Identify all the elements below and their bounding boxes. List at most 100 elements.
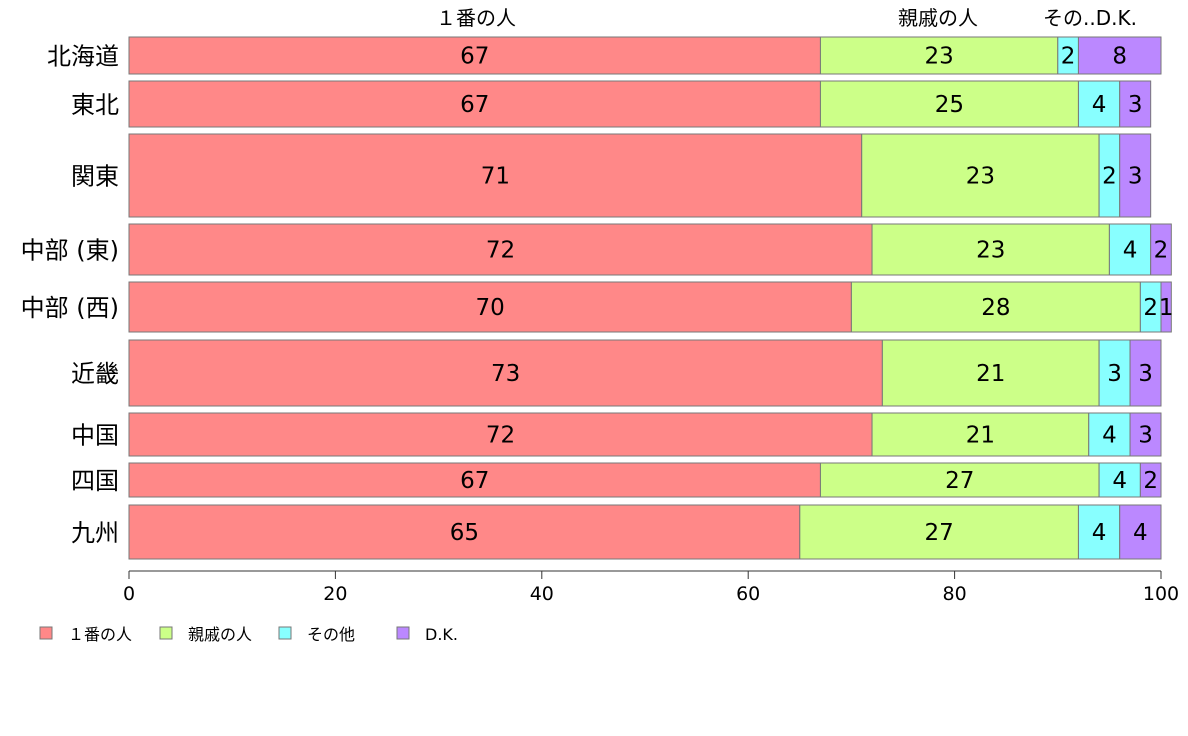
column-header: １番の人 [436, 6, 516, 30]
bar-value-label: 4 [1133, 520, 1148, 546]
bar-value-label: 21 [976, 361, 1005, 387]
bar-segment [1108, 223, 1152, 276]
bar-value-label: 21 [966, 423, 995, 449]
bar-value-label: 3 [1128, 164, 1143, 190]
bar-segment [819, 462, 1100, 498]
bar-segment [128, 133, 863, 218]
bar-segment [1119, 80, 1152, 128]
legend-label: D.K. [425, 625, 458, 644]
bar-value-label: 4 [1092, 92, 1107, 118]
category-label: 中部 (西) [21, 294, 119, 322]
legend: １番の人 親戚の人 その他 D.K. [39, 625, 458, 644]
bar-segment [1077, 504, 1121, 560]
legend-label: 親戚の人 [188, 625, 252, 644]
bar-value-label: 73 [491, 361, 520, 387]
x-tick-label: 40 [530, 583, 554, 605]
legend-swatch [39, 626, 53, 640]
bar-segment [128, 223, 873, 276]
bar-value-label: 4 [1102, 423, 1117, 449]
bar-segment [128, 281, 852, 333]
bar-value-label: 8 [1112, 44, 1127, 70]
bar-value-label: 3 [1128, 92, 1143, 118]
category-label: 九州 [71, 519, 119, 547]
x-tick-label: 0 [123, 583, 135, 605]
bar-segment [819, 36, 1059, 75]
bar-value-label: 67 [460, 44, 489, 70]
x-axis: 0 20 40 60 80 100 [123, 570, 1179, 605]
x-tick-label: 80 [943, 583, 967, 605]
x-tick-label: 100 [1143, 583, 1179, 605]
legend-swatch [396, 626, 410, 640]
bar-value-label: 71 [481, 164, 510, 190]
bar-value-label: 2 [1154, 238, 1169, 264]
bar-segment [1119, 133, 1152, 218]
bar-value-label: 1 [1159, 295, 1174, 321]
bar-value-label: 65 [450, 520, 479, 546]
bar-value-label: 27 [924, 520, 953, 546]
bar-segment [1098, 462, 1141, 498]
bar-segment [861, 133, 1100, 218]
column-headers: １番の人 親戚の人 その..D.K. [436, 6, 1137, 30]
legend-swatch [159, 626, 173, 640]
bar-value-label: 67 [460, 92, 489, 118]
bar-value-label: 23 [966, 164, 995, 190]
bar-segment [1129, 339, 1162, 407]
bar-value-label: 3 [1107, 361, 1122, 387]
bar-value-label: 72 [486, 238, 515, 264]
bar-segment [128, 504, 801, 560]
bar-value-label: 23 [924, 44, 953, 70]
category-label: 中部 (東) [21, 237, 119, 265]
bar-value-label: 25 [935, 92, 964, 118]
legend-label: １番の人 [68, 625, 132, 644]
bar-segment [128, 412, 873, 457]
column-header: その..D.K. [1043, 6, 1137, 30]
column-header: 親戚の人 [898, 6, 978, 30]
bar-segment [850, 281, 1141, 333]
bar-segment [799, 504, 1079, 560]
x-tick-label: 60 [736, 583, 760, 605]
bar-value-label: 3 [1138, 423, 1153, 449]
bar-value-label: 3 [1138, 361, 1153, 387]
bar-segment [128, 462, 821, 498]
bar-value-label: 4 [1123, 238, 1138, 264]
bar-segment [1077, 80, 1121, 128]
bar-value-label: 4 [1092, 520, 1107, 546]
bar-segment [1098, 339, 1131, 407]
bar-segment [871, 412, 1090, 457]
bar-segment [1119, 504, 1162, 560]
bar-value-label: 4 [1112, 468, 1127, 494]
bar-value-label: 72 [486, 423, 515, 449]
bar-segment [1077, 36, 1162, 75]
category-label: 四国 [71, 467, 119, 495]
bar-value-label: 67 [460, 468, 489, 494]
legend-label: その他 [307, 625, 355, 644]
bar-segment [1160, 281, 1172, 333]
bar-segment [871, 223, 1110, 276]
bar-value-label: 23 [976, 238, 1005, 264]
category-label: 中国 [71, 422, 119, 450]
bar-value-label: 2 [1102, 164, 1117, 190]
bar-segment [819, 80, 1079, 128]
bar-segment [881, 339, 1100, 407]
bar-segment [1129, 412, 1162, 457]
bar-value-label: 2 [1143, 468, 1158, 494]
bar-segment [128, 80, 821, 128]
bar-value-label: 2 [1061, 44, 1076, 70]
category-label: 東北 [71, 91, 119, 119]
category-label: 近畿 [71, 360, 119, 388]
bar-rows: 北海道 67 23 2 8東北 67 25 4 3関東 71 23 2 3中部 (東) 72 23 4 2中部 … [21, 36, 1174, 560]
bar-value-label: 27 [945, 468, 974, 494]
category-label: 北海道 [47, 43, 119, 71]
bar-value-label: 70 [476, 295, 505, 321]
bar-segment [1088, 412, 1131, 457]
bar-segment [128, 36, 821, 75]
bar-value-label: 28 [981, 295, 1010, 321]
bar-segment [128, 339, 883, 407]
legend-swatch [278, 626, 292, 640]
bar-value-label: 2 [1143, 295, 1158, 321]
bar-segment [1150, 223, 1172, 276]
x-tick-label: 20 [323, 583, 347, 605]
category-label: 関東 [71, 163, 119, 191]
bar-segment [1139, 462, 1162, 498]
